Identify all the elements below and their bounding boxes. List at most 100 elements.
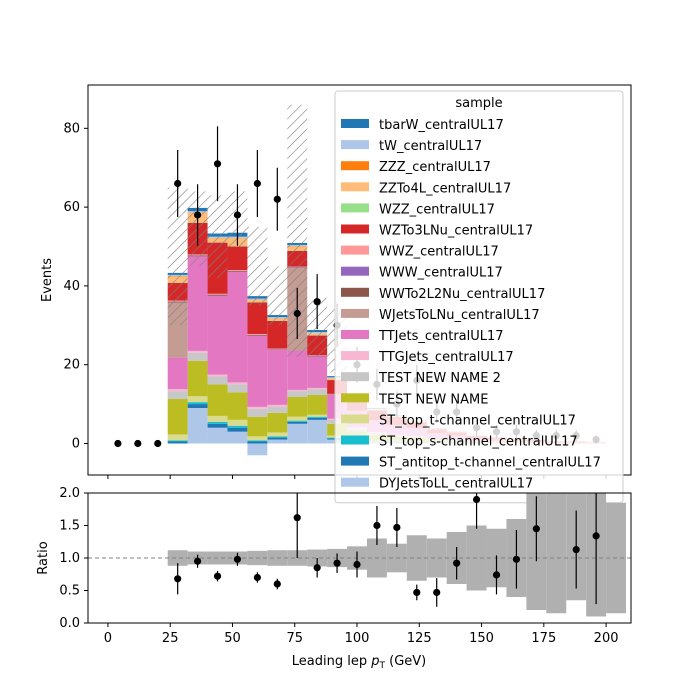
stack-segment xyxy=(187,256,208,351)
stack-segment xyxy=(247,408,268,417)
ratio-point xyxy=(174,575,182,583)
stack-segment xyxy=(187,360,208,397)
y-tick-label: 0 xyxy=(72,436,80,451)
legend-label: tbarW_centralUL17 xyxy=(379,118,504,133)
legend-label: WWTo2L2Nu_centralUL17 xyxy=(379,287,545,302)
stack-segment xyxy=(287,391,308,397)
ratio-point xyxy=(353,560,361,569)
x-tick-label: 125 xyxy=(407,631,432,646)
x-tick-label: 75 xyxy=(286,631,303,646)
ratio-point xyxy=(233,555,242,563)
data-point xyxy=(293,309,301,318)
data-point xyxy=(114,439,122,448)
x-axis-label: Leading lep pT (GeV) xyxy=(292,654,426,671)
x-tick-label: 100 xyxy=(345,631,370,646)
ratio-point xyxy=(512,555,521,563)
legend-swatch xyxy=(341,372,369,382)
legend-title: sample xyxy=(455,96,502,111)
legend-label: WZZ_centralUL17 xyxy=(379,202,495,217)
ratio-point xyxy=(592,532,600,540)
stack-segment xyxy=(207,293,228,295)
stack-segment xyxy=(187,352,208,361)
ratio-panel: 0.0 0.5 1.0 1.5 2.0 0 25 50 75 100 125 150 175 200 R… xyxy=(36,486,632,646)
ratio-point xyxy=(333,559,341,567)
legend-label: ST_top_t-channel_centralUL17 xyxy=(379,413,576,428)
data-point xyxy=(273,195,281,203)
y-tick-label: 20 xyxy=(63,358,80,373)
stack-segment xyxy=(207,427,228,444)
ratio-point xyxy=(393,523,401,532)
data-point xyxy=(193,211,202,219)
stack-segment xyxy=(287,350,308,390)
legend: sample tbarW_centralUL17 tW_centralUL17 ZZZ… xyxy=(334,90,624,504)
stack-segment xyxy=(247,443,268,456)
stack-segment xyxy=(207,423,228,428)
x-tick-label: 50 xyxy=(224,631,241,646)
uncertainty-hatch xyxy=(207,195,228,279)
stack-segment xyxy=(187,408,208,444)
legend-label: TEST NEW NAME 2 xyxy=(378,371,501,386)
stack-segment xyxy=(187,404,208,409)
stack-segment xyxy=(307,356,328,388)
y-tick-label: 80 xyxy=(63,121,80,136)
x-tick-label: 175 xyxy=(531,631,556,646)
stack-segment xyxy=(247,302,268,334)
stack-segment xyxy=(267,436,288,438)
y-tick-label: 40 xyxy=(63,279,80,294)
ratio-y-axis-label: Ratio xyxy=(36,541,51,574)
ratio-point xyxy=(373,521,381,530)
stack-segment xyxy=(207,384,228,416)
ratio-uncertainty-band xyxy=(167,550,188,566)
stack-segment xyxy=(267,412,288,433)
stack-segment xyxy=(227,392,248,420)
ratio-point xyxy=(313,564,321,572)
stack-segment xyxy=(167,357,188,390)
stack-segment xyxy=(267,439,288,444)
stack-segment xyxy=(307,389,328,396)
legend-label: TTGJets_centralUL17 xyxy=(378,350,514,365)
stack-segment xyxy=(267,406,288,413)
stack-segment xyxy=(227,427,248,432)
stack-segment xyxy=(267,404,288,407)
data-point xyxy=(174,179,182,188)
legend-label: DYJetsToLL_centralUL17 xyxy=(379,477,533,492)
legend-box xyxy=(334,90,624,504)
legend-label: ST_antitop_t-channel_centralUL17 xyxy=(379,456,601,471)
ratio-point xyxy=(293,514,301,522)
legend-swatch xyxy=(341,287,369,297)
stack-segment xyxy=(187,396,208,403)
uncertainty-hatch xyxy=(247,226,268,306)
ratio-plot xyxy=(88,493,631,617)
legend-swatch xyxy=(341,182,369,192)
stack-segment xyxy=(307,416,328,418)
stack-segment xyxy=(167,391,188,399)
stack-segment xyxy=(207,376,228,385)
stack-segment xyxy=(167,398,188,435)
stack-segment xyxy=(227,431,248,444)
stack-segment xyxy=(207,374,228,377)
legend-swatch xyxy=(341,477,369,487)
ratio-point xyxy=(572,545,580,554)
ratio-point xyxy=(433,588,441,597)
legend-swatch xyxy=(341,161,369,171)
x-tick-label: 200 xyxy=(594,631,619,646)
data-point xyxy=(253,179,261,188)
y-tick-label: 2.0 xyxy=(59,486,80,501)
legend-swatch xyxy=(341,119,369,128)
legend-swatch xyxy=(341,203,369,213)
main-y-axis: 0 20 40 60 80 xyxy=(63,121,88,451)
legend-label: WWW_centralUL17 xyxy=(379,266,503,281)
x-tick-label: 25 xyxy=(162,631,179,646)
stack-segment xyxy=(227,382,248,385)
legend-swatch xyxy=(341,308,369,318)
legend-label: WZTo3LNu_centralUL17 xyxy=(379,224,533,239)
legend-swatch xyxy=(341,456,369,466)
ratio-point xyxy=(213,572,222,580)
data-point xyxy=(213,160,222,168)
y-tick-label: 1.5 xyxy=(59,519,80,534)
stack-segment xyxy=(207,295,228,375)
legend-label: ST_top_s-channel_centralUL17 xyxy=(379,435,578,450)
ratio-uncertainty-band xyxy=(426,538,447,578)
stack-segment xyxy=(267,320,288,349)
stack-segment xyxy=(287,397,308,417)
